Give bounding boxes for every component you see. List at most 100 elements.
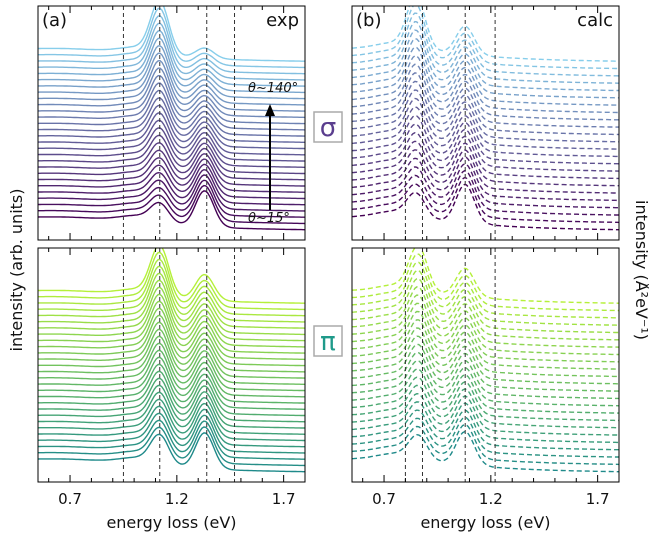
panel-frame — [351, 247, 620, 483]
series-line — [352, 343, 619, 392]
series-line — [352, 149, 619, 194]
series-line — [38, 370, 305, 417]
series-line — [352, 114, 619, 165]
series-line — [38, 300, 305, 354]
panel-frame — [37, 247, 306, 483]
series-line — [352, 376, 619, 422]
series-line — [352, 80, 619, 136]
panel-frame — [351, 5, 620, 241]
panel-label: (a) — [42, 10, 67, 31]
series-line — [38, 67, 305, 119]
x-tick-label: 1.2 — [479, 490, 503, 508]
series-line — [352, 269, 619, 326]
series-line — [38, 377, 305, 423]
series-line — [352, 131, 619, 180]
series-line — [352, 368, 619, 414]
series-line — [38, 349, 305, 398]
series-line — [352, 253, 619, 312]
series-line — [352, 319, 619, 370]
right-y-axis-label: intensity (Å²eV⁻¹) — [632, 200, 649, 340]
series-line — [352, 140, 619, 187]
series-line — [38, 426, 305, 467]
series-line — [352, 384, 619, 429]
series-line — [352, 335, 619, 385]
series-line — [38, 134, 305, 175]
series-line — [38, 7, 305, 69]
panel-calc-pi: 0.7 1.2 1.7 energy loss (eV) — [351, 247, 620, 532]
series-line — [38, 179, 305, 218]
series-line — [352, 55, 619, 114]
series-line — [352, 392, 619, 436]
series-line — [38, 335, 305, 385]
pi-box — [313, 325, 343, 357]
panel-exp-pi: 0.7 1.2 1.7 energy loss (eV) — [37, 247, 306, 532]
series-line — [38, 45, 305, 100]
sigma-symbol: σ — [320, 113, 336, 143]
series-line — [38, 37, 305, 94]
series-line — [38, 82, 305, 131]
series-line — [352, 156, 619, 202]
series-line — [352, 106, 619, 158]
x-axis-label: energy loss (eV) — [106, 513, 236, 532]
series-line — [38, 307, 305, 361]
series-line — [38, 52, 305, 106]
series-line — [38, 293, 305, 348]
series-line — [38, 59, 305, 112]
series-line — [38, 157, 305, 193]
series-line — [38, 168, 305, 206]
series-line — [352, 248, 619, 304]
series-line — [38, 286, 305, 342]
series-line — [38, 279, 305, 336]
series-line — [352, 63, 619, 121]
x-tick-label: 1.7 — [586, 490, 610, 508]
series-line — [38, 391, 305, 435]
series-line — [352, 183, 619, 231]
x-axis-label: energy loss (eV) — [420, 513, 550, 532]
series-line — [38, 412, 305, 454]
series-line — [38, 328, 305, 379]
series-line — [352, 302, 619, 356]
series-line — [38, 342, 305, 392]
series-line — [352, 409, 619, 451]
panel-label: (b) — [356, 10, 381, 31]
sigma-box — [313, 111, 343, 143]
series-line — [38, 112, 305, 156]
panel-title: calc — [577, 10, 613, 31]
series-line — [38, 6, 305, 62]
series-line — [38, 89, 305, 137]
series-line — [352, 6, 619, 70]
series-line — [352, 12, 619, 77]
angle-arrow-head — [265, 104, 275, 116]
left-y-axis-label: intensity (arb. units) — [7, 189, 26, 352]
series-line — [352, 89, 619, 143]
series-line — [38, 419, 305, 460]
series-line — [352, 46, 619, 106]
series-line — [352, 401, 619, 444]
series-line — [352, 170, 619, 216]
series-line — [352, 261, 619, 319]
series-line — [38, 251, 305, 311]
series-line — [352, 29, 619, 92]
series-line — [352, 310, 619, 363]
series-line — [38, 384, 305, 429]
annotation-top-angle: θ~140° — [248, 81, 298, 96]
series-line — [352, 97, 619, 150]
series-line — [38, 248, 305, 304]
x-tick-label: 0.7 — [58, 490, 82, 508]
series-line — [352, 163, 619, 209]
series-line — [352, 327, 619, 378]
series-line — [38, 363, 305, 410]
series-line — [352, 6, 619, 62]
panel-title: exp — [266, 10, 299, 31]
series-line — [38, 22, 305, 81]
series-line — [38, 398, 305, 442]
series-line — [38, 104, 305, 150]
panel-exp-sigma: (a) exp — [37, 5, 306, 241]
series-line — [352, 37, 619, 99]
series-line — [38, 265, 305, 323]
series-line — [352, 423, 619, 466]
annotation-bottom-angle: θ~15° — [248, 211, 290, 226]
series-line — [38, 184, 305, 225]
series-line — [38, 119, 305, 162]
